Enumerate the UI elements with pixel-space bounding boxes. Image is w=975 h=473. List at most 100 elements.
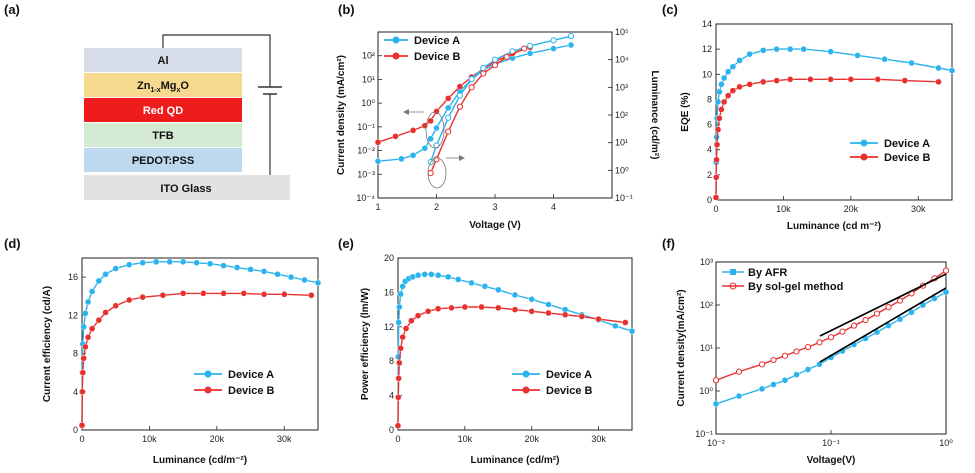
chart-e-frame xyxy=(397,257,633,431)
chart-c-legend-marker-b xyxy=(860,153,868,161)
chart-c-series-0-point xyxy=(854,52,861,59)
chart-c-series-1-point xyxy=(718,106,725,113)
chart-d-series-0-point xyxy=(247,266,254,273)
panel-label-f: (f) xyxy=(662,236,675,251)
chart-b-series-0-point xyxy=(427,135,434,142)
chart-f-series-1-point xyxy=(816,339,823,346)
chart-c-series-1-point xyxy=(713,156,720,163)
chart-c-series-0-point xyxy=(827,48,834,55)
chart-d-series-1-point xyxy=(112,302,119,309)
chart-d-series-0-point xyxy=(260,268,268,275)
chart-f-series-1-point xyxy=(712,377,720,384)
chart-e-legend-b: Device B xyxy=(546,385,593,397)
chart-d-ytick-label: 12 xyxy=(68,310,78,320)
chart-d-series-0-line xyxy=(81,261,319,426)
panel-label-e: (e) xyxy=(338,236,354,251)
chart-e-series-1-point xyxy=(434,305,442,312)
chart-c-series-1-point xyxy=(729,87,737,94)
chart-d-xlabel: Luminance (cd/m⁻²) xyxy=(153,455,247,466)
chart-c-series-1-point xyxy=(712,194,720,201)
chart-c-legend-a: Device A xyxy=(884,138,930,150)
layer-tfb-label: TFB xyxy=(152,130,173,142)
chart-f-ylabel: Current density(mA/cm²) xyxy=(676,289,687,406)
chart-c-series-0-point xyxy=(729,63,737,70)
chart-e-ytick-label: 4 xyxy=(389,391,394,401)
chart-d-series-1-point xyxy=(95,316,103,324)
chart-e-series-1-point xyxy=(595,315,602,323)
chart-f-series-1-point xyxy=(862,316,869,324)
chart-f-series-1-point xyxy=(885,304,892,311)
chart-f-ytick-label: 10⁻¹ xyxy=(695,429,713,439)
chart-b-series-3-line xyxy=(429,47,525,174)
chart-c-legend-marker-a xyxy=(860,139,868,147)
chart-c-series-1-point xyxy=(847,76,855,83)
chart-e-series-1-point xyxy=(397,345,404,352)
chart-e-series-1-point xyxy=(461,303,469,311)
chart-f-series-0-point xyxy=(896,315,904,323)
chart-d-legend-marker-a xyxy=(204,370,212,378)
chart-d-series-1-point xyxy=(84,334,92,341)
chart-e-series-0-point xyxy=(397,290,404,298)
chart-b-legend-marker-a xyxy=(392,36,400,44)
layer-pedot-pss xyxy=(84,148,242,172)
chart-e-series-1-point xyxy=(511,306,519,313)
chart-f-series-1-point xyxy=(735,368,743,375)
chart-d-ytick-label: 4 xyxy=(73,387,78,397)
chart-b-series-1-point xyxy=(374,139,382,146)
chart-b-series-0-point xyxy=(445,104,452,112)
chart-f-ytick-label: 10⁰ xyxy=(699,386,713,396)
chart-d-xtick-label: 10k xyxy=(142,434,157,444)
chart-d-series-0-point xyxy=(287,273,295,281)
chart-b-series-1-point xyxy=(427,117,434,125)
chart-f-series-1-point xyxy=(781,352,789,359)
chart-b-series-1-point xyxy=(409,127,417,134)
chart-d-series-1-point xyxy=(308,292,315,299)
chart-d-series-0-point xyxy=(274,271,281,278)
chart-c-series-1-point xyxy=(773,77,780,84)
chart-b-series-0-point xyxy=(550,45,557,52)
chart-c-series-1-point xyxy=(714,126,722,133)
chart-d-series-1-point xyxy=(78,422,86,429)
chart-e-series-0-point xyxy=(399,283,406,290)
chart-e-series-0-point xyxy=(495,286,502,294)
chart-f-series-1-point xyxy=(827,334,835,341)
chart-d-legend-marker-b xyxy=(204,386,212,394)
chart-f-series-0-point xyxy=(712,400,720,408)
panel-label-b: (b) xyxy=(338,2,355,17)
chart-f-legend-marker-a xyxy=(730,269,736,275)
chart-b-series-3-point xyxy=(433,156,440,163)
chart-e-series-1-point xyxy=(561,311,569,318)
chart-b-series-2-point xyxy=(491,56,499,63)
chart-e-series-1-point xyxy=(394,422,402,429)
chart-c-legend-b: Device B xyxy=(884,152,931,164)
chart-c-series-1-point xyxy=(746,81,753,88)
chart-b-xtick-label: 2 xyxy=(434,202,439,212)
chart-e-xtick-label: 20k xyxy=(524,434,539,444)
chart-e-legend-marker-a xyxy=(522,370,530,378)
chart-f-series-0-point xyxy=(804,366,812,373)
chart-d-series-0-point xyxy=(84,298,92,306)
chart-c-series-1-point xyxy=(827,76,834,83)
chart-d-series-1-point xyxy=(200,290,207,297)
chart-c-ytick-label: 14 xyxy=(702,19,712,29)
chart-e-series-1-point xyxy=(528,308,535,315)
chart-d-series-1-point xyxy=(281,291,288,298)
chart-d-legend-a: Device A xyxy=(228,369,274,381)
chart-f-series-0-point xyxy=(781,377,789,384)
chart-c-xtick-label: 30k xyxy=(911,204,926,214)
chart-e-series-1-point xyxy=(395,394,402,401)
chart-c-xlabel: Luminance (cd m⁻²) xyxy=(787,221,881,232)
chart-b-annotation-current xyxy=(425,111,445,149)
chart-d-series-0-point xyxy=(82,310,89,317)
chart-f-series-1-point xyxy=(758,361,766,368)
chart-b-legend-b: Device B xyxy=(414,51,461,63)
chart-e-series-0-point xyxy=(481,283,489,290)
layer-red-qd-label: Red QD xyxy=(143,105,183,117)
chart-c-series-1-point xyxy=(713,141,721,148)
chart-b-series-1-point xyxy=(445,95,452,102)
chart-d-series-1-point xyxy=(139,293,146,301)
chart-b-series-3-point xyxy=(427,170,434,177)
chart-f-series-0-point xyxy=(735,392,743,400)
chart-f-series-1-point xyxy=(770,356,777,364)
chart-e-series-0-point xyxy=(468,279,475,287)
